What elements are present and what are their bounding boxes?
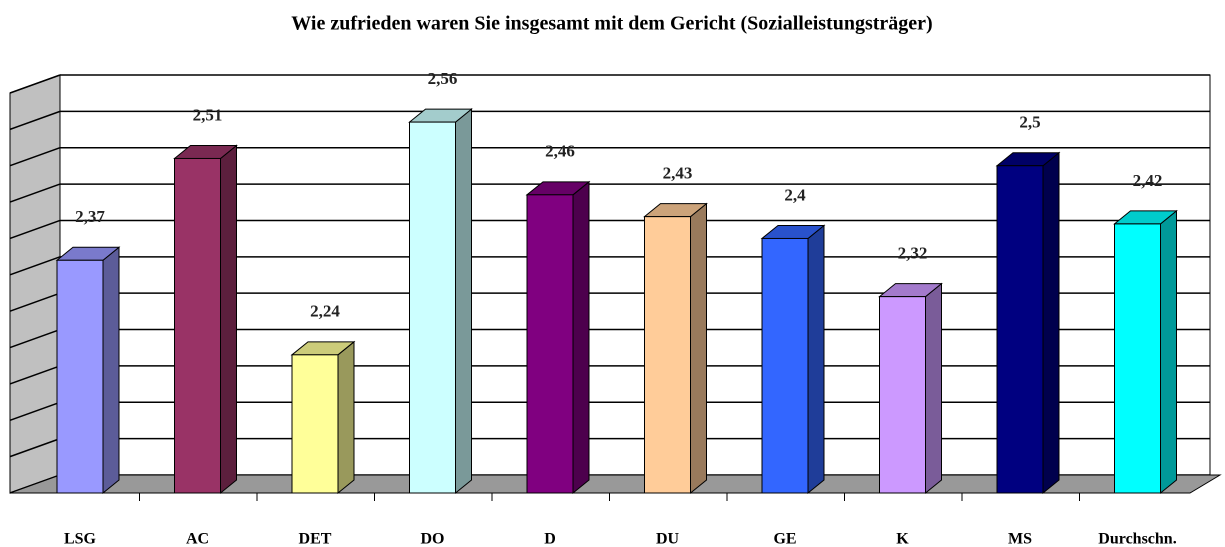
value-label: 2,5 — [1019, 113, 1040, 132]
grid-line-side — [9, 219, 61, 240]
grid-line-side — [9, 328, 61, 349]
value-label: 2,56 — [428, 69, 458, 88]
bar — [1114, 223, 1161, 494]
bar-side — [572, 180, 590, 495]
grid-line-side — [9, 256, 61, 276]
bar — [996, 165, 1044, 494]
grid-line-side — [9, 401, 61, 421]
bar — [291, 354, 339, 494]
grid-line-side — [9, 292, 61, 312]
value-label: 2,51 — [193, 105, 223, 124]
bar — [174, 157, 221, 494]
grid-line-side — [9, 147, 61, 167]
bar-side — [1042, 151, 1060, 495]
bar — [761, 237, 809, 494]
x-tick-label: D — [544, 531, 556, 547]
bar — [409, 121, 456, 494]
x-tick-label: DU — [656, 531, 680, 547]
grid-line-side — [9, 183, 61, 203]
x-tick-label: K — [896, 531, 909, 547]
value-label: 2,37 — [75, 207, 105, 226]
grid-line-side — [9, 365, 61, 385]
x-tick-label: GE — [773, 531, 796, 547]
bar-side — [102, 246, 120, 495]
bar-side — [337, 340, 355, 495]
bar — [56, 259, 104, 494]
bar-side — [220, 144, 237, 495]
bar-side — [925, 282, 942, 495]
bar-side — [807, 224, 825, 495]
value-label: 2,46 — [545, 142, 575, 161]
side-wall — [9, 74, 61, 494]
x-tick-label: AC — [186, 531, 209, 547]
grid-line-side — [9, 74, 61, 94]
grid-line-side — [9, 110, 61, 131]
bar-side — [1160, 209, 1177, 495]
bar-side — [690, 202, 707, 495]
bar — [879, 296, 926, 494]
value-label: 2,24 — [310, 302, 340, 321]
x-tick-label: DET — [299, 531, 332, 547]
x-tick-label: Durchschn. — [1098, 531, 1176, 547]
bar — [526, 194, 574, 494]
x-tick-label: MS — [1008, 531, 1032, 547]
bar-side — [455, 108, 472, 495]
x-tick-label: LSG — [64, 531, 97, 547]
x-tick-label: DO — [421, 531, 445, 547]
value-label: 2,43 — [663, 164, 693, 183]
value-label: 2,32 — [898, 244, 928, 263]
grid-line-side — [9, 437, 61, 458]
bar — [644, 216, 691, 494]
value-label: 2,4 — [784, 185, 806, 204]
value-label: 2,42 — [1133, 171, 1163, 190]
chart-title: Wie zufrieden waren Sie insgesamt mit de… — [291, 13, 932, 35]
